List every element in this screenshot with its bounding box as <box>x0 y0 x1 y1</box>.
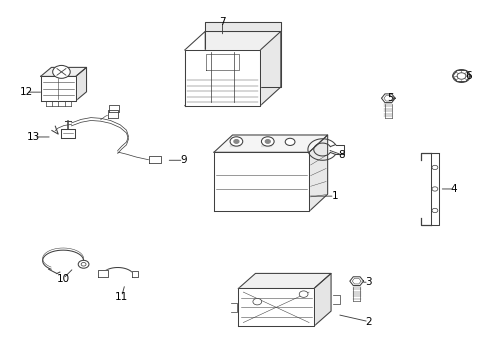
Circle shape <box>456 73 465 79</box>
Polygon shape <box>260 31 280 105</box>
Text: 7: 7 <box>219 17 225 27</box>
Circle shape <box>261 137 274 146</box>
Text: 8: 8 <box>338 150 345 160</box>
Text: 1: 1 <box>331 191 337 201</box>
Text: 4: 4 <box>450 184 457 194</box>
Polygon shape <box>308 135 327 211</box>
Polygon shape <box>41 67 86 76</box>
Polygon shape <box>149 156 160 163</box>
Polygon shape <box>261 141 274 147</box>
Polygon shape <box>98 270 108 277</box>
Polygon shape <box>381 94 394 103</box>
Polygon shape <box>384 104 391 118</box>
Polygon shape <box>349 277 363 285</box>
Polygon shape <box>61 129 75 138</box>
Text: 10: 10 <box>57 274 69 284</box>
Text: 11: 11 <box>115 292 128 302</box>
Polygon shape <box>109 105 119 112</box>
Polygon shape <box>430 153 438 225</box>
Circle shape <box>229 137 242 146</box>
Polygon shape <box>132 271 138 277</box>
Polygon shape <box>352 287 359 301</box>
Polygon shape <box>214 152 308 211</box>
Circle shape <box>81 262 86 266</box>
Polygon shape <box>76 67 86 101</box>
Text: 13: 13 <box>27 132 41 142</box>
Circle shape <box>78 260 89 268</box>
Text: 3: 3 <box>365 277 371 287</box>
Text: 12: 12 <box>20 87 33 97</box>
Circle shape <box>299 291 307 297</box>
Circle shape <box>431 187 437 191</box>
Circle shape <box>431 165 437 170</box>
Text: 9: 9 <box>180 155 186 165</box>
Circle shape <box>252 298 261 305</box>
Polygon shape <box>238 273 330 288</box>
Polygon shape <box>205 31 280 87</box>
Text: 5: 5 <box>386 93 393 103</box>
Polygon shape <box>313 273 330 326</box>
Polygon shape <box>108 111 118 118</box>
Circle shape <box>265 140 270 143</box>
Polygon shape <box>184 50 260 105</box>
Polygon shape <box>214 135 327 152</box>
Circle shape <box>285 138 294 145</box>
Circle shape <box>53 66 70 78</box>
Polygon shape <box>238 288 313 326</box>
Polygon shape <box>41 76 76 101</box>
Polygon shape <box>229 141 242 147</box>
Text: 6: 6 <box>465 71 471 81</box>
Circle shape <box>431 208 437 213</box>
Circle shape <box>233 140 238 143</box>
Polygon shape <box>205 22 280 31</box>
Text: 2: 2 <box>365 317 371 327</box>
Circle shape <box>452 69 469 82</box>
